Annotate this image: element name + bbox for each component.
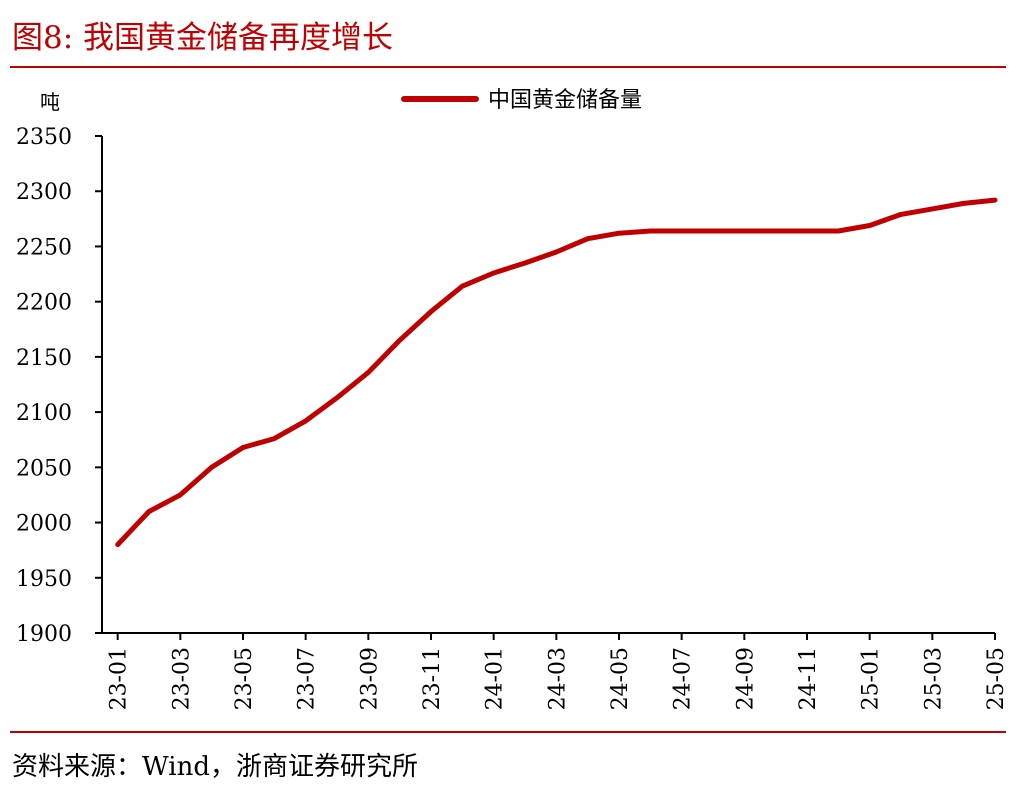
y-axis-unit-label: 吨	[40, 90, 60, 114]
chart-axes	[101, 136, 995, 634]
y-axis-ticks: 1900 1950 2000 2050 2100 2150 2200 2250 2300 2350	[16, 125, 102, 647]
y-tick-label: 2150	[16, 346, 72, 371]
source-rule	[10, 731, 1006, 733]
x-tick-label: 25-01	[859, 647, 884, 710]
x-tick-label: 24-03	[545, 647, 570, 710]
legend-label: 中国黄金储备量	[488, 88, 642, 113]
x-tick-label: 24-11	[796, 647, 821, 710]
x-tick-label: 25-05	[984, 647, 1009, 710]
x-tick-label: 23-11	[420, 647, 445, 710]
y-tick-label: 2350	[16, 125, 72, 150]
y-tick-label: 2050	[16, 456, 72, 481]
y-tick-label: 1900	[16, 622, 72, 647]
x-tick-label: 24-09	[733, 647, 758, 710]
series-group	[115, 197, 998, 548]
y-tick-label: 2000	[16, 512, 72, 537]
series-line	[115, 197, 998, 548]
x-tick-label: 23-07	[295, 647, 320, 710]
source-note: 资料来源：Wind，浙商证券研究所	[12, 752, 418, 782]
x-tick-label: 25-03	[921, 647, 946, 710]
x-tick-label: 23-09	[357, 647, 382, 710]
chart-legend: 中国黄金储备量	[401, 88, 642, 113]
x-tick-label: 23-05	[232, 647, 257, 710]
x-tick-label: 24-01	[483, 647, 508, 710]
x-tick-label: 23-03	[169, 647, 194, 710]
y-tick-label: 2100	[16, 401, 72, 426]
y-tick-label: 2200	[16, 291, 72, 316]
y-tick-label: 2300	[16, 180, 72, 205]
y-tick-label: 2250	[16, 235, 72, 260]
x-axis-ticks: 23-01 23-03 23-05 23-07 23-09 23-11 24-01 24-03…	[107, 633, 1009, 710]
figure-title: 图8: 我国黄金储备再度增长	[12, 20, 394, 56]
title-rule	[10, 66, 1006, 68]
y-tick-label: 1950	[16, 567, 72, 592]
figure-header: 图8: 我国黄金储备再度增长	[0, 10, 1026, 68]
x-tick-label: 24-07	[671, 647, 696, 710]
x-tick-label: 24-05	[608, 647, 633, 710]
x-tick-label: 23-01	[107, 647, 132, 710]
